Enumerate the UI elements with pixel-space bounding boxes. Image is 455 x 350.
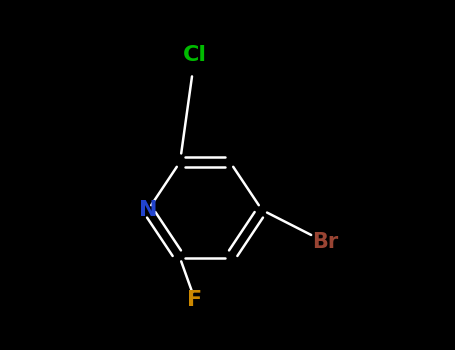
Text: F: F <box>187 290 202 310</box>
Text: Br: Br <box>312 232 338 252</box>
Text: N: N <box>139 200 157 220</box>
Text: Cl: Cl <box>183 45 207 65</box>
